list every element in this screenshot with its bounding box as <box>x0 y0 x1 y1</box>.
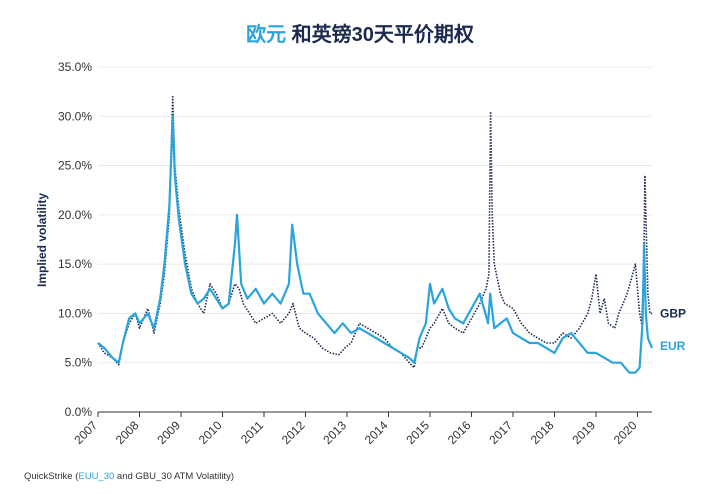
x-tick-label: 2011 <box>238 418 266 446</box>
grid-lines <box>98 66 652 413</box>
y-tick-label: 15.0% <box>58 257 92 271</box>
x-tick-label: 2015 <box>403 418 432 447</box>
series-line-eur <box>97 115 654 374</box>
legend-label-gbp: GBP <box>660 306 686 320</box>
series-lines <box>97 95 654 374</box>
y-tick-label: 20.0% <box>58 208 92 222</box>
source-link[interactable]: EUU_30 <box>78 471 115 482</box>
y-tick-label: 10.0% <box>58 306 92 320</box>
chart-title-rest: 和英镑30天平价期权 <box>286 24 474 46</box>
y-tick-labels: 0.0% 5.0% 10.0% 15.0% 20.0% 25.0% 30.0% 35.0% <box>58 60 92 419</box>
chart-title: 欧元 和英镑30天平价期权 <box>0 18 720 47</box>
x-tick-label: 2019 <box>569 418 598 447</box>
y-tick-label: 35.0% <box>58 60 92 74</box>
legend: GBP EUR <box>660 306 686 353</box>
chart-title-accent: 欧元 <box>246 24 287 46</box>
source-prefix: QuickStrike ( <box>24 471 79 482</box>
x-tick-label: 2007 <box>71 418 100 447</box>
x-tick-label: 2020 <box>611 418 640 447</box>
x-tick-label: 2010 <box>196 418 225 447</box>
source-suffix: and GBU_30 ATM Volatility) <box>114 471 234 482</box>
x-tick-label: 2016 <box>445 418 474 447</box>
y-tick-label: 25.0% <box>58 159 92 173</box>
x-tick-label: 2013 <box>320 418 349 447</box>
x-tick-label: 2018 <box>528 418 557 447</box>
x-tick-label: 2017 <box>486 418 515 447</box>
y-tick-label: 30.0% <box>58 109 92 123</box>
y-axis-label: Implied volatility <box>35 193 49 287</box>
source-note: QuickStrike (EUU_30 and GBU_30 ATM Volat… <box>24 471 234 482</box>
x-tick-label: 2008 <box>113 418 142 447</box>
y-tick-label: 0.0% <box>65 405 93 419</box>
x-tick-labels: 2007 2008 2009 2010 2011 2012 2013 2014 2015 2016… <box>71 412 640 447</box>
series-line-gbp <box>97 95 652 369</box>
legend-label-eur: EUR <box>660 339 686 353</box>
x-tick-label: 2009 <box>154 418 183 447</box>
y-tick-label: 5.0% <box>65 356 93 370</box>
x-tick-label: 2014 <box>362 418 391 447</box>
x-tick-label: 2012 <box>279 418 308 447</box>
